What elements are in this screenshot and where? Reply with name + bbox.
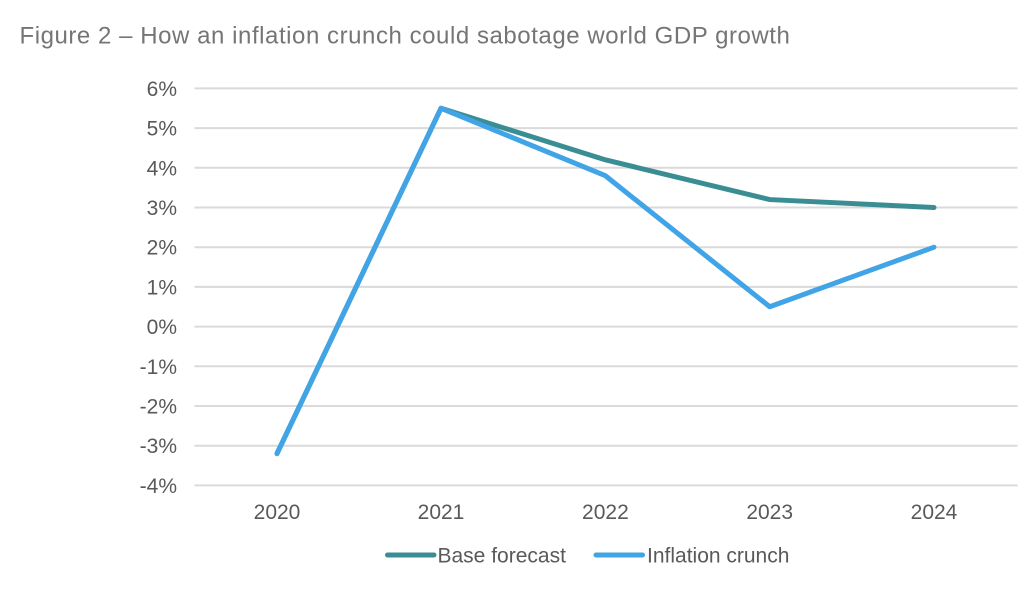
- svg-text:2024: 2024: [911, 501, 958, 524]
- svg-text:2023: 2023: [746, 501, 793, 524]
- svg-text:3%: 3%: [147, 197, 177, 220]
- svg-text:-1%: -1%: [140, 356, 177, 379]
- svg-text:2022: 2022: [582, 501, 629, 524]
- svg-text:0%: 0%: [147, 316, 177, 339]
- svg-text:6%: 6%: [147, 78, 177, 101]
- svg-text:Figure 2 – How an inflation cr: Figure 2 – How an inflation crunch could…: [20, 23, 791, 50]
- svg-text:4%: 4%: [147, 157, 177, 180]
- svg-text:2021: 2021: [418, 501, 465, 524]
- svg-text:2020: 2020: [254, 501, 301, 524]
- svg-text:-3%: -3%: [140, 435, 177, 458]
- svg-text:1%: 1%: [147, 276, 177, 299]
- svg-text:Base forecast: Base forecast: [438, 545, 567, 568]
- svg-text:5%: 5%: [147, 118, 177, 141]
- svg-text:2%: 2%: [147, 237, 177, 260]
- svg-text:-4%: -4%: [140, 475, 177, 498]
- svg-text:Inflation crunch: Inflation crunch: [647, 545, 789, 568]
- svg-text:-2%: -2%: [140, 396, 177, 419]
